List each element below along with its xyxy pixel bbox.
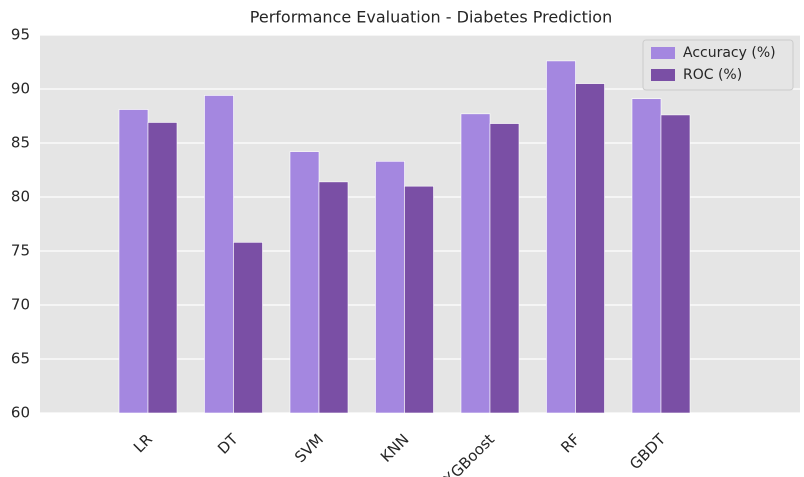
legend-swatch [651,69,675,81]
y-tick-label: 95 [11,26,30,44]
y-tick-label: 75 [11,242,30,260]
bar [660,114,691,414]
bar [318,181,349,414]
bar [118,109,149,414]
chart-title: Performance Evaluation - Diabetes Predic… [250,8,612,27]
y-tick-label: 65 [11,350,30,368]
legend-label: Accuracy (%) [683,45,776,61]
bar [375,161,405,414]
legend-box [642,39,794,91]
bar [631,98,662,414]
legend-swatch [651,47,675,59]
y-tick-label: 80 [11,188,30,206]
bar [575,83,605,414]
x-tick-label: DT [214,430,242,458]
x-tick-label: GBDT [626,430,669,473]
y-tick-label: 70 [11,296,30,314]
x-tick-label: LR [130,430,156,456]
y-tick-label: 90 [11,80,30,98]
bar [489,123,520,414]
y-tick-label: 85 [11,134,30,152]
legend-label: ROC (%) [683,67,742,83]
x-tick-label: SVM [291,430,327,466]
bar [147,122,178,414]
bar [233,242,263,414]
bar [404,185,434,414]
bar [546,60,576,414]
x-tick-label: XGBoost [440,430,498,477]
bar [204,95,234,414]
x-tick-label: RF [557,430,583,456]
x-tick-label: KNN [377,430,413,466]
bar [460,113,491,414]
y-tick-label: 60 [11,404,30,422]
bar [289,151,320,414]
